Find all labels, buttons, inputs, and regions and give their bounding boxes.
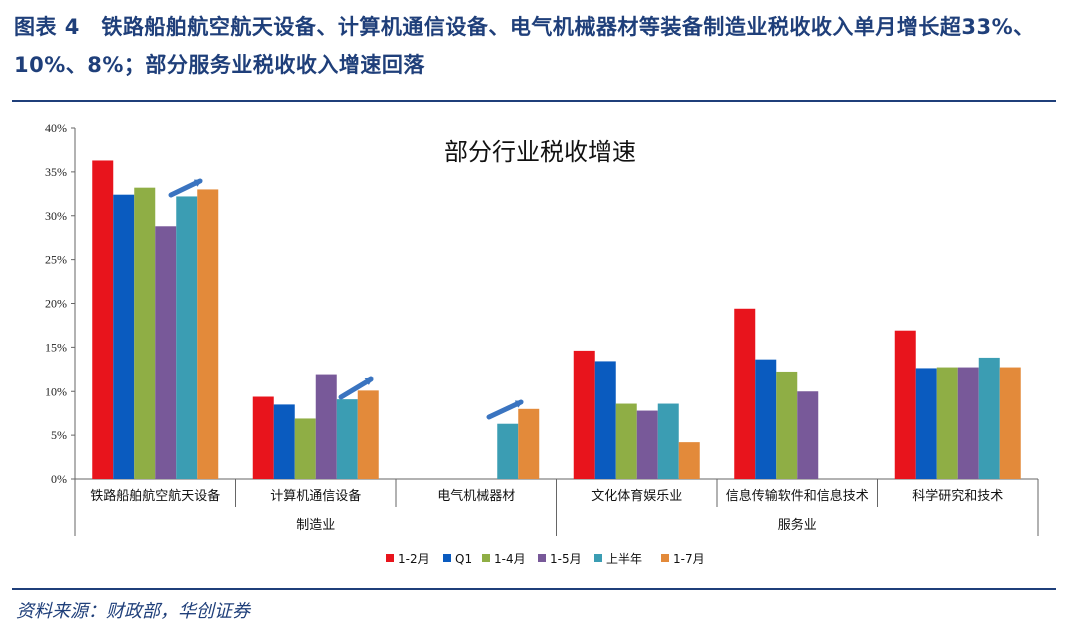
category-label: 信息传输软件和信息技术 (726, 488, 869, 504)
legend-label: 上半年 (606, 552, 642, 566)
bar-1-1 (92, 160, 114, 479)
trend-arrow (338, 376, 374, 400)
legend-swatch (482, 554, 490, 562)
bar-2-5 (755, 359, 777, 479)
y-tick-label: 40% (45, 121, 67, 135)
legend-label: 1-2月 (398, 552, 430, 566)
y-tick-label: 30% (45, 209, 67, 223)
bar-6-1 (197, 189, 219, 480)
bar-6-4 (678, 442, 700, 479)
bar-2-4 (594, 361, 616, 479)
y-tick-label: 25% (45, 253, 67, 267)
bar-4-2 (315, 374, 337, 479)
bar-4-6 (957, 367, 979, 479)
bar-5-6 (978, 357, 1000, 479)
bar-5-3 (497, 423, 519, 479)
source-divider (12, 588, 1056, 590)
legend-swatch (443, 554, 451, 562)
bar-3-4 (615, 403, 637, 479)
bar-6-6 (999, 367, 1021, 479)
trend-arrow (486, 399, 524, 420)
y-tick-label: 15% (45, 340, 67, 354)
category-label: 铁路船舶航空航天设备 (90, 488, 220, 504)
legend-swatch (538, 554, 546, 562)
legend-label: 1-7月 (673, 552, 705, 566)
bar-5-1 (176, 196, 198, 479)
bar-2-2 (273, 404, 295, 479)
legend-label: Q1 (455, 552, 472, 566)
bar-4-1 (155, 226, 177, 479)
bar-3-5 (776, 371, 798, 479)
legend-swatch (594, 554, 602, 562)
bar-5-4 (657, 403, 679, 479)
bar-5-2 (336, 399, 358, 479)
chart-title: 部分行业税收增速 (444, 138, 636, 166)
legend-label: 1-4月 (494, 552, 526, 566)
bar-4-5 (797, 391, 819, 479)
category-label: 科学研究和技术 (912, 488, 1003, 504)
legend-swatch (386, 554, 394, 562)
category-label: 文化体育娱乐业 (591, 488, 682, 504)
category-label: 电气机械器材 (437, 488, 515, 504)
y-tick-label: 5% (51, 428, 67, 442)
group-label: 制造业 (296, 518, 335, 533)
bar-3-2 (294, 418, 316, 479)
bar-3-6 (936, 367, 958, 479)
title-divider (12, 100, 1056, 102)
bar-2-1 (113, 194, 135, 479)
bar-6-3 (518, 408, 540, 479)
bar-1-2 (252, 396, 274, 479)
bar-4-4 (636, 410, 658, 479)
trend-arrow (168, 178, 203, 198)
category-label: 计算机通信设备 (270, 488, 361, 504)
bar-1-4 (573, 350, 595, 479)
y-tick-label: 0% (51, 472, 67, 486)
group-label: 服务业 (778, 517, 817, 533)
source-note: 资料来源：财政部，华创证券 (16, 601, 250, 622)
y-tick-label: 35% (45, 165, 67, 179)
legend-swatch (661, 554, 669, 562)
figure-title: 图表 4 铁路船舶航空航天设备、计算机通信设备、电气机械器材等装备制造业税收收入… (14, 15, 1035, 77)
bar-2-6 (915, 368, 937, 479)
y-tick-label: 10% (45, 384, 67, 398)
bar-3-1 (134, 187, 156, 480)
bar-1-5 (734, 308, 756, 479)
bar-6-2 (357, 390, 379, 479)
legend-label: 1-5月 (550, 552, 582, 566)
bar-1-6 (894, 330, 916, 479)
y-tick-label: 20% (45, 297, 67, 311)
